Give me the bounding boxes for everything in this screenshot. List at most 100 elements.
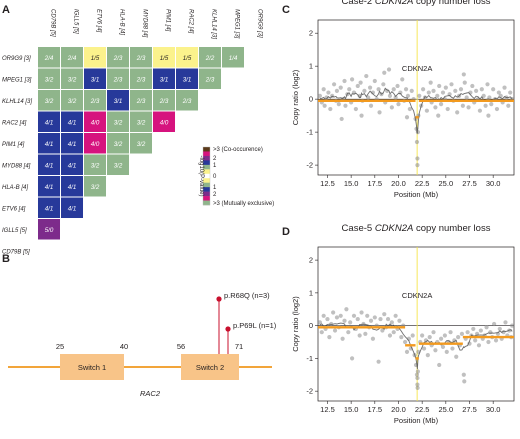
data-point [486, 113, 491, 118]
panel-letter-a: A [2, 4, 10, 16]
data-point [437, 362, 442, 368]
heatmap-cell [107, 133, 129, 154]
heatmap-cell [84, 176, 106, 197]
heatmap-cell-value: 1/5 [183, 55, 192, 62]
heatmap-cell [130, 47, 152, 68]
x-axis-label: Position (Mb) [394, 190, 439, 199]
data-point [414, 372, 420, 377]
heatmap-cell-value: 3/2 [45, 98, 54, 105]
gene-annotation: CDKN2A [402, 64, 432, 73]
y-tick-label: -1 [306, 354, 313, 363]
y-tick-label: -2 [306, 161, 313, 170]
column-label: RAC2 [4] [188, 9, 194, 34]
heatmap-cell-value: 4/1 [45, 205, 54, 212]
column-label: PIM1 [4] [165, 9, 171, 32]
data-point [510, 323, 515, 328]
heatmap-cell-value: 3/1 [114, 98, 123, 105]
heatmap-cell-value: 2/2 [205, 55, 215, 62]
domain-switch-1 [60, 354, 124, 380]
heatmap-cell [130, 133, 152, 154]
data-point [443, 85, 448, 90]
data-point [496, 90, 501, 95]
data-point [414, 139, 420, 145]
legend-frame [202, 146, 211, 206]
data-point [351, 313, 357, 318]
heatmap-cell-value: 4/1 [45, 162, 54, 169]
data-point [474, 88, 479, 94]
data-point [415, 163, 420, 168]
data-point [410, 333, 415, 338]
position-label: 25 [56, 342, 64, 351]
row-label: KLHL14 [3] [2, 99, 32, 105]
data-point [393, 95, 398, 100]
y-tick-label: 1 [309, 288, 313, 297]
data-point [435, 93, 440, 98]
x-tick-label: 12.5 [320, 405, 335, 414]
heatmap-cell-value: 3/1 [91, 76, 100, 83]
heatmap-cell-value: 3/2 [91, 162, 100, 169]
heatmap-cell-value: 2/3 [113, 76, 123, 83]
legend-swatch [203, 169, 210, 175]
mutation-label: p.P69L (n=1) [233, 321, 277, 330]
heatmap-cell [107, 154, 129, 175]
data-point [365, 313, 370, 318]
heatmap-cell [61, 90, 83, 111]
data-point [492, 321, 497, 327]
data-point [381, 82, 386, 87]
heatmap-cell [38, 47, 60, 68]
data-point [415, 385, 420, 390]
heatmap-cell-value: 2/3 [182, 98, 192, 105]
heatmap-cell-value: 4/1 [68, 119, 77, 126]
data-point [321, 87, 326, 92]
chart-title: Case-5 CDKN2A copy number loss [342, 223, 491, 234]
data-point [359, 113, 364, 118]
x-tick-label: 22.5 [415, 405, 430, 414]
data-point [437, 83, 442, 89]
mutation-head [225, 326, 231, 332]
data-point [325, 316, 330, 322]
data-point [458, 87, 464, 92]
data-point [353, 106, 358, 112]
legend-swatch [203, 187, 210, 192]
data-point [404, 349, 410, 354]
panel-letter-d: D [282, 226, 290, 238]
heatmap-cell-value: 2/3 [90, 98, 100, 105]
data-point [431, 88, 436, 94]
heatmap-cell-value: 2/3 [136, 55, 146, 62]
data-point [478, 328, 483, 333]
heatmap-cell-value: 2/4 [67, 55, 77, 62]
data-point [460, 103, 465, 108]
mutation-head [216, 296, 222, 302]
data-point [436, 113, 441, 118]
data-point [364, 73, 369, 79]
data-point [459, 331, 465, 336]
heatmap-cell [222, 47, 244, 68]
data-point [344, 307, 349, 312]
heatmap-cell [38, 219, 60, 240]
heatmap-legend: >3 (Co-occurence) >3 (Mutually exclusive)… [198, 146, 274, 207]
legend-tick: 2 [213, 192, 217, 198]
legend-swatch [203, 151, 210, 157]
data-point [343, 103, 348, 108]
data-point [470, 83, 475, 89]
data-point [473, 338, 478, 343]
title-gene: CDKN2A [375, 223, 414, 234]
heatmap-cell [84, 47, 106, 68]
data-point [464, 95, 469, 100]
data-point [404, 115, 410, 120]
data-point [489, 101, 494, 107]
legend-tick: 2 [213, 156, 217, 162]
data-point [396, 101, 401, 107]
data-point [506, 103, 511, 108]
data-point [448, 330, 453, 335]
y-axis-label: Copy ratio (log2) [291, 296, 300, 352]
x-tick-label: 27.5 [462, 179, 477, 188]
domain-label: Switch 1 [78, 363, 106, 372]
x-tick-label: 12.5 [320, 179, 335, 188]
heatmap-cell [61, 47, 83, 68]
heatmap-cell [153, 68, 175, 89]
data-point [477, 108, 483, 113]
heatmap-cell [107, 47, 129, 68]
x-tick-label: 20.0 [391, 179, 406, 188]
data-point [403, 339, 408, 345]
